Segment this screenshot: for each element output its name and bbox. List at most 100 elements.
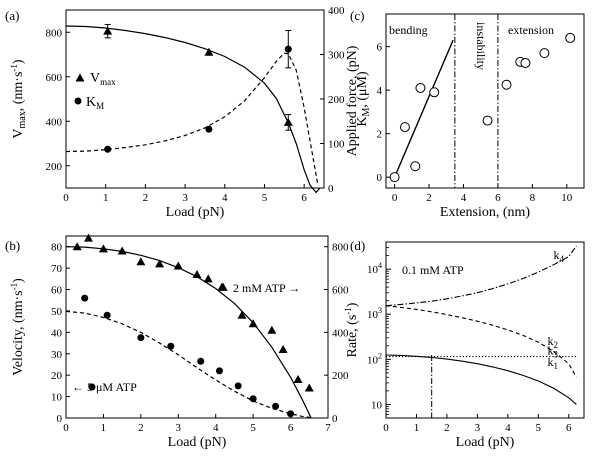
panel-b-yr-tick-label: 600 (332, 285, 349, 297)
panel-a-y-tick-label: 400 (46, 116, 63, 128)
panel-c-label: (c) (350, 8, 364, 23)
panel-b-x-tick-label: 1 (101, 422, 107, 434)
panel-b-x-tick-label: 0 (63, 422, 69, 434)
panel-c-frame (385, 13, 585, 189)
panel-b-label: (b) (5, 238, 20, 253)
force-extension-point (520, 57, 531, 68)
panel-c-x-tick-label: 2 (426, 192, 432, 204)
panel-a-label: (a) (5, 8, 19, 23)
vmax-point (283, 117, 293, 126)
bending-fit-line (393, 39, 454, 178)
panel-c-x-tick-label: 10 (561, 192, 573, 204)
high-atp-point (237, 310, 247, 319)
panel-b-yr-tick-label: 200 (332, 370, 349, 382)
panel-d-y-tick-label: 102 (367, 351, 382, 366)
region-bending: bending (389, 23, 428, 37)
vmax-point (103, 26, 113, 35)
panel-c: (c) 0 2 4 6 8 10 0 2 4 6 bending instability exte… (345, 8, 585, 220)
high-atp-point (293, 374, 303, 383)
low-atp-point (272, 402, 280, 410)
panel-a-plot: 0 1 2 3 4 5 6 200 400 600 800 0 100 200 300 400 (46, 5, 346, 204)
panel-b-x-tick-label: 5 (250, 422, 256, 434)
force-extension-point (501, 79, 512, 90)
panel-b-y-tick-label: 80 (51, 242, 63, 254)
force-extension-point (415, 82, 426, 93)
panel-d-label: (d) (350, 238, 365, 253)
panel-b-x-tick-label: 7 (325, 422, 331, 434)
panel-a-y-tick-label: 200 (46, 161, 63, 173)
panel-b-y-tick-label: 70 (51, 263, 63, 275)
panel-a-x-tick-label: 4 (222, 192, 228, 204)
force-extension-point (410, 161, 421, 172)
panel-b-y-tick-label: 30 (51, 349, 63, 361)
panel-b-x-tick-label: 2 (138, 422, 144, 434)
high-atp-point (173, 261, 183, 270)
low-atp-point (81, 294, 89, 302)
panel-a-frame (65, 9, 325, 189)
panel-d-frame (385, 241, 585, 419)
panel-c-x-tick-label: 8 (530, 192, 536, 204)
panel-c-ylabel: Applied force, (pN) (345, 45, 360, 156)
panel-c-x-tick-label: 6 (495, 192, 501, 204)
high-atp-point (83, 233, 93, 242)
panel-d-annotation: 0.1 mM ATP (402, 263, 464, 277)
panel-d-y-tick-label: 104 (367, 261, 382, 276)
panel-d-x-tick-label: 1 (414, 422, 420, 434)
panel-b-yr-tick-label: 400 (332, 327, 349, 339)
panel-b-x-tick-label: 4 (213, 422, 219, 434)
panel-d-x-tick-label: 6 (566, 422, 572, 434)
vmax-fit-line (65, 25, 321, 194)
low-atp-point (215, 367, 223, 375)
high-atp-point (117, 246, 127, 255)
panel-a-y-tick-label: 600 (46, 72, 63, 84)
panel-b-frame (65, 235, 329, 419)
panel-b-yr-tick-label: 0 (332, 413, 338, 425)
low-atp-point (234, 382, 242, 390)
panel-c-x-tick-label: 4 (461, 192, 467, 204)
force-extension-point (539, 48, 550, 59)
panel-c-xlabel: Extension, (nm) (440, 205, 531, 220)
high-atp-point (278, 344, 288, 353)
panel-d-x-tick-label: 2 (444, 422, 450, 434)
rate-k4-label: k4 (554, 248, 565, 264)
panel-a-x-tick-label: 3 (182, 192, 188, 204)
high-atp-point (136, 257, 146, 266)
panel-c-y-tick-label: 0 (377, 172, 383, 184)
panel-a-x-tick-label: 5 (262, 192, 268, 204)
legend-vmax-marker (75, 73, 85, 82)
panel-a-xlabel: Load (pN) (166, 205, 225, 220)
panel-d-y-tick-label: 10 (371, 399, 383, 411)
label-5um-atp: ← 5 μM ATP (72, 380, 137, 394)
force-extension-point (482, 115, 493, 126)
legend-km-marker (74, 97, 82, 105)
legend-low-atp-marker (88, 383, 96, 391)
panel-a-y-tick-label: 800 (46, 27, 63, 39)
km-fit-line (65, 52, 319, 186)
panel-c-y-tick-label: 4 (377, 85, 383, 97)
region-extension: extension (508, 23, 554, 37)
panel-c-plot: 0 2 4 6 8 10 0 2 4 6 (377, 14, 576, 204)
force-extension-point (399, 122, 410, 133)
rate-k3-label: k3 (547, 343, 558, 359)
low-atp-point (103, 311, 111, 319)
high-atp-point (304, 383, 314, 392)
legend-vmax-label: Vmax (90, 71, 116, 87)
panel-d-xlabel: Load (pN) (456, 435, 515, 450)
panel-a-x-tick-label: 1 (103, 192, 109, 204)
panel-a-yr-tick-label: 300 (328, 50, 345, 62)
high-atp-point (72, 242, 82, 251)
low-atp-fit-line (65, 310, 314, 419)
panel-a-yr-tick-label: 200 (328, 94, 345, 106)
panel-c-y-tick-label: 2 (377, 129, 383, 141)
panel-b-y-tick-label: 60 (51, 285, 63, 297)
high-atp-point (267, 325, 277, 334)
high-atp-point (192, 270, 202, 279)
panel-d-ylabel: Rate, (s-1) (343, 302, 360, 357)
panel-d-x-tick-label: 0 (383, 422, 389, 434)
low-atp-point (137, 334, 145, 342)
high-atp-point (155, 259, 165, 268)
km-point (284, 45, 292, 53)
